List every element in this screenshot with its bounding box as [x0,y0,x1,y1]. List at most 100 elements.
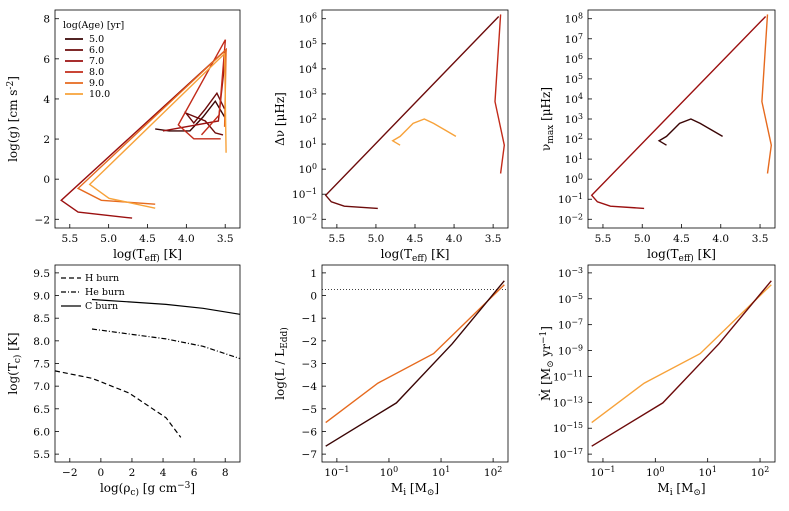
x-tick-label: 3.5 [752,233,769,245]
x-tick-label: 102 [484,465,502,479]
y-axis-label: Ṁ [M⊙ yr−1] [538,326,556,401]
panel-4: −2 0 2 4 6 8 5.5 6.0 6.5 7.0 7.5 8.0 8.5 9.0 9.5 log(ρc… [6,264,241,498]
x-axis-label: log(Teff) [K] [647,247,716,264]
y-tick-label: 10−1 [558,192,583,206]
y-axis-label: log(g) [cm s-2] [6,76,20,162]
plot-frame [321,9,509,229]
plot-frame [54,264,241,463]
legend-entry: 10.0 [89,89,110,100]
x-tick-label: 4.5 [673,233,690,245]
y-tick-label: 7.0 [33,381,50,393]
x-tick-label: 3.5 [217,233,234,245]
x-tick-label: 8 [222,467,229,479]
reference-line [91,328,241,360]
y-tick-label: 10−9 [558,344,583,358]
y-tick-label: −6 [302,426,318,438]
series-line-7.0 [60,47,227,219]
panel-6: 10−1 100 101 102 10−17 10−15 10−13 10−11 10−9 10−… [538,264,776,498]
y-tick-label: 6 [43,54,50,66]
plot-frame [587,9,776,229]
y-tick-label: 10−13 [553,395,583,409]
x-tick-label: 5.0 [634,233,651,245]
y-tick-label: 104 [299,62,317,76]
y-tick-label: 103 [565,112,583,126]
x-tick-label: 5.5 [595,233,612,245]
y-tick-label: 108 [565,12,583,26]
x-tick-label: 0 [98,467,105,479]
x-tick-label: 10−1 [324,465,349,479]
y-tick-label: 106 [565,52,583,66]
y-tick-label: 104 [565,92,583,106]
x-tick-label: 4.5 [139,233,156,245]
legend-entry: C burn [85,301,118,312]
y-tick-label: 107 [565,32,583,46]
legend-entry: 5.0 [89,34,104,45]
y-tick-label: −7 [302,449,317,461]
x-tick-label: 4.0 [712,233,729,245]
y-tick-label: 101 [299,137,317,151]
legend-title: log(Age) [yr] [63,20,124,31]
x-tick-label: −2 [62,467,77,479]
y-tick-label: 6.0 [33,426,50,438]
x-tick-label: 100 [646,465,664,479]
x-axis-label: Mi [M⊙] [391,481,439,498]
legend-entry: 9.0 [89,78,104,89]
y-tick-label: 10−2 [558,212,583,226]
y-axis-label: log(Tc) [K] [6,332,23,394]
y-tick-label: 103 [299,87,317,101]
panel-1: 5.5 5.0 4.5 4.0 3.5 −2 0 2 4 6 8 log(Teff) [K] log(g… [6,9,241,264]
x-tick-label: 3.5 [485,233,502,245]
series-line-8.0 [177,39,227,140]
series-line-10.0 [88,51,227,209]
y-tick-label: 6.5 [33,404,50,416]
legend-entry: H burn [85,273,119,284]
y-tick-label: 8.5 [33,313,50,325]
plot-frame [54,9,241,229]
y-tick-label: −2 [302,336,317,348]
y-tick-label: 0 [43,174,50,186]
y-tick-label: −3 [302,359,317,371]
panel-5: 10−1 100 101 102 −7 −6 −5 −4 −3 −2 −1 0 1 Mi [M⊙] log(… [273,264,509,498]
y-axis-label: νmax [μHz] [539,87,556,151]
y-tick-label: 101 [565,152,583,166]
x-tick-label: 100 [380,465,398,479]
y-axis-label: log(L / LEdd) [273,327,290,400]
x-axis-label: Mi [M⊙] [657,481,705,498]
legend-entry: 6.0 [89,45,104,56]
y-tick-label: 4 [43,94,50,106]
y-tick-label: 105 [299,37,317,51]
x-tick-label: 2 [129,467,136,479]
y-tick-label: 9.0 [33,291,50,303]
y-tick-label: 2 [43,134,50,146]
x-tick-label: 5.5 [329,233,346,245]
y-tick-label: 10−3 [558,266,583,280]
x-tick-label: 102 [751,465,769,479]
x-tick-label: 4 [160,467,167,479]
y-tick-label: 10−1 [292,187,317,201]
legend-entry: 7.0 [89,56,104,67]
y-tick-label: 106 [299,12,317,26]
x-tick-label: 5.0 [368,233,385,245]
y-tick-label: 0 [310,291,317,303]
y-tick-label: 9.5 [33,268,50,280]
y-tick-label: −2 [35,214,50,226]
y-tick-label: 10−2 [292,212,317,226]
y-tick-label: 7.5 [33,359,50,371]
y-tick-label: 100 [299,162,317,176]
y-tick-label: 102 [299,112,317,126]
legend-entry: 8.0 [89,67,104,78]
y-tick-label: 10−15 [553,421,583,435]
y-tick-label: 8 [43,14,50,26]
panel-3: 5.5 5.0 4.5 4.0 3.5 10−2 10−1 100 101 102 103 104 10… [539,9,776,264]
y-tick-label: 1 [310,268,317,280]
series-line-6.0 [183,91,226,136]
track-line [391,118,457,146]
legend-entry: He burn [85,287,125,298]
x-tick-label: 10−1 [590,465,615,479]
panel-2: 5.5 5.0 4.5 4.0 3.5 10−2 10−1 100 101 102 103 104 10… [273,9,509,264]
y-tick-label: 10−7 [558,318,583,332]
plot-frame [587,264,776,463]
y-tick-label: −1 [302,313,317,325]
reference-line [91,298,241,315]
